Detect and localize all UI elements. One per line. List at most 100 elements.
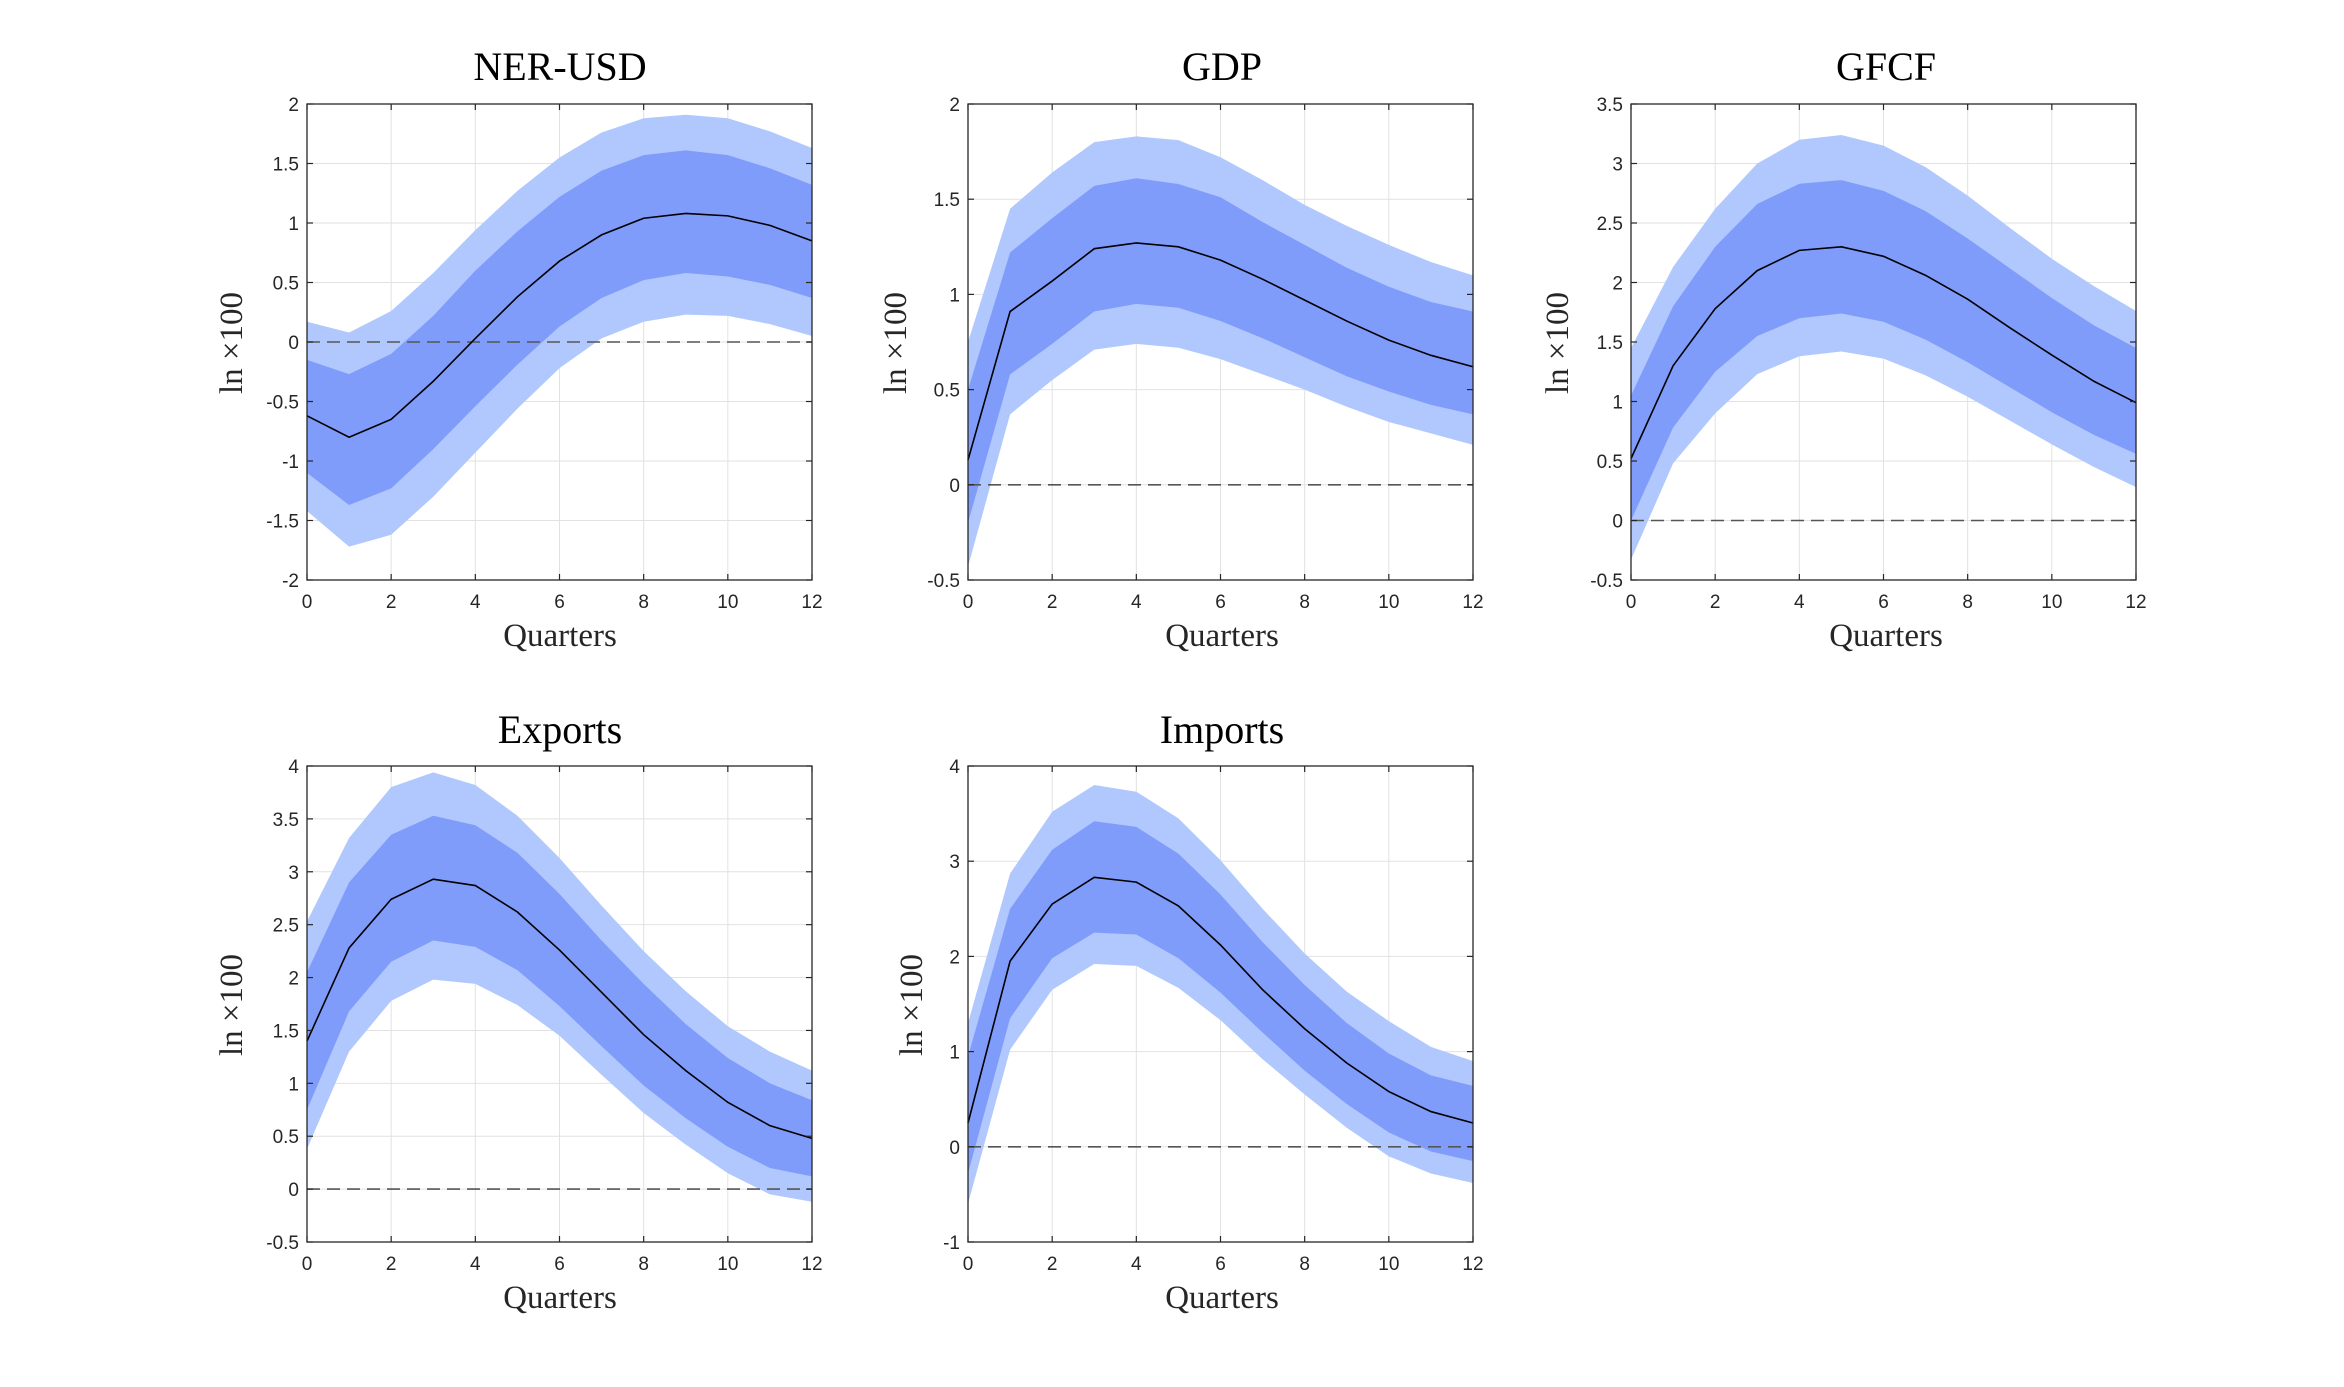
x-tick-label: 4 (470, 1254, 481, 1275)
median-response-line (306, 878, 813, 1140)
y-tick-label: -1.5 (266, 512, 299, 533)
x-tick-label: 12 (801, 592, 822, 613)
x-tick-label: 4 (1131, 592, 1142, 613)
inner-confidence-band (968, 178, 1473, 523)
panel-title: GFCF (1836, 44, 1936, 89)
plot-area: 0 2 4 6 8 10 12 -2 -1.5 -1 -0.5 0 0.5 1 1.5 2 (266, 95, 822, 613)
y-axis-label: ln ×100 (894, 954, 930, 1056)
panel-ner-usd: 0 2 4 6 8 10 12 -2 -1.5 -1 -0.5 0 0.5 1 1.5 2 NER-USD Q… (214, 44, 823, 654)
x-tick-label: 6 (554, 1254, 565, 1275)
inner-confidence-band (1631, 180, 2136, 521)
x-tick-label: 0 (302, 1254, 313, 1275)
x-tick-label: 2 (386, 1254, 397, 1275)
x-tick-label: 12 (801, 1254, 822, 1275)
x-tick-label: 10 (717, 1254, 738, 1275)
x-tick-label: 0 (963, 592, 974, 613)
x-tick-label: 2 (1047, 592, 1058, 613)
y-tick-label: 2 (288, 969, 299, 990)
x-tick-label: 10 (717, 592, 738, 613)
y-tick-label: 0 (949, 476, 960, 497)
y-tick-label: 3 (949, 852, 960, 873)
y-tick-label: -2 (282, 571, 299, 592)
y-tick-label: 1.5 (273, 155, 299, 176)
median-response-line (967, 876, 1474, 1124)
x-tick-label: 0 (1626, 592, 1637, 613)
y-tick-label: 3.5 (1597, 95, 1623, 116)
inner-confidence-band (307, 150, 812, 506)
x-tick-label: 2 (1710, 592, 1721, 613)
y-tick-label: 1 (949, 1043, 960, 1064)
panel-gdp: 0 2 4 6 8 10 12-0.500.511.52 GDP Quarters ln ×… (878, 44, 1484, 654)
y-tick-label: 2 (949, 95, 960, 116)
y-axis-label: ln ×100 (214, 954, 250, 1056)
median-response-line (1630, 245, 2137, 459)
y-tick-label: 3 (1612, 155, 1623, 176)
y-tick-label: 4 (949, 757, 960, 778)
x-axis-label: Quarters (1165, 1280, 1279, 1316)
x-tick-label: 6 (1215, 592, 1226, 613)
panel-title: Imports (1160, 707, 1284, 752)
x-tick-label: 8 (1962, 592, 1973, 613)
y-axis-label: ln ×100 (1540, 292, 1576, 394)
x-tick-label: 0 (963, 1254, 974, 1275)
panel-title: NER-USD (473, 44, 646, 89)
y-tick-label: 4 (288, 757, 299, 778)
median-response-line (306, 212, 813, 439)
y-tick-label: 3 (288, 863, 299, 884)
y-tick-label: 2.5 (273, 916, 299, 937)
x-tick-label: 4 (1131, 1254, 1142, 1275)
y-tick-label: 2 (949, 947, 960, 968)
y-tick-label: 0 (288, 333, 299, 354)
x-tick-label: 8 (1299, 1254, 1310, 1275)
y-tick-label: 0 (1612, 512, 1623, 533)
y-tick-label: -0.5 (266, 393, 299, 414)
x-tick-label: 8 (638, 1254, 649, 1275)
y-tick-label: -1 (943, 1233, 960, 1254)
x-tick-label: 12 (1462, 592, 1483, 613)
y-tick-label: 1 (1612, 393, 1623, 414)
x-tick-label: 10 (1378, 1254, 1399, 1275)
panel-gfcf: 0 2 4 6 8 10 12-0.500.511.522.533.5 GFCF Quart… (1540, 44, 2147, 654)
x-tick-label: 8 (1299, 592, 1310, 613)
y-tick-label: 2.5 (1597, 214, 1623, 235)
x-axis-label: Quarters (1829, 618, 1943, 654)
panel-title: Exports (498, 707, 622, 752)
x-tick-label: 8 (638, 592, 649, 613)
y-tick-label: 1.5 (1597, 333, 1623, 354)
x-axis-label: Quarters (503, 1280, 617, 1316)
median-response-line (967, 242, 1474, 461)
plot-area: 0 2 4 6 8 10 12-0.500.511.52 (927, 95, 1483, 613)
x-tick-label: 6 (554, 592, 565, 613)
plot-area: 0 2 4 6 8 10 12-0.500.511.522.533.54 (266, 757, 822, 1275)
x-axis-label: Quarters (1165, 618, 1279, 654)
x-tick-label: 6 (1878, 592, 1889, 613)
x-tick-label: 4 (470, 592, 481, 613)
y-tick-label: -1 (282, 452, 299, 473)
x-tick-label: 4 (1794, 592, 1805, 613)
y-tick-label: 2 (1612, 274, 1623, 295)
y-tick-label: 0.5 (1597, 452, 1623, 473)
y-tick-label: 1 (288, 214, 299, 235)
y-tick-label: -0.5 (927, 571, 960, 592)
y-tick-label: 3.5 (273, 810, 299, 831)
y-tick-label: 0 (949, 1138, 960, 1159)
y-tick-label: 1.5 (273, 1021, 299, 1042)
panel-title: GDP (1182, 44, 1262, 89)
plot-area: 0 2 4 6 8 10 12-0.500.511.522.533.5 (1590, 95, 2146, 613)
y-axis-label: ln ×100 (214, 292, 250, 394)
x-tick-label: 12 (2125, 592, 2146, 613)
y-tick-label: 1 (949, 285, 960, 306)
y-tick-label: 2 (288, 95, 299, 116)
x-tick-label: 0 (302, 592, 313, 613)
y-tick-label: 0.5 (934, 381, 960, 402)
x-tick-label: 12 (1462, 1254, 1483, 1275)
x-tick-label: 2 (1047, 1254, 1058, 1275)
panel-exports: 0 2 4 6 8 10 12-0.500.511.522.533.54 Exports Q… (214, 707, 823, 1316)
x-tick-label: 2 (386, 592, 397, 613)
y-tick-label: -0.5 (266, 1233, 299, 1254)
y-tick-label: -0.5 (1590, 571, 1623, 592)
y-tick-label: 0 (288, 1180, 299, 1201)
